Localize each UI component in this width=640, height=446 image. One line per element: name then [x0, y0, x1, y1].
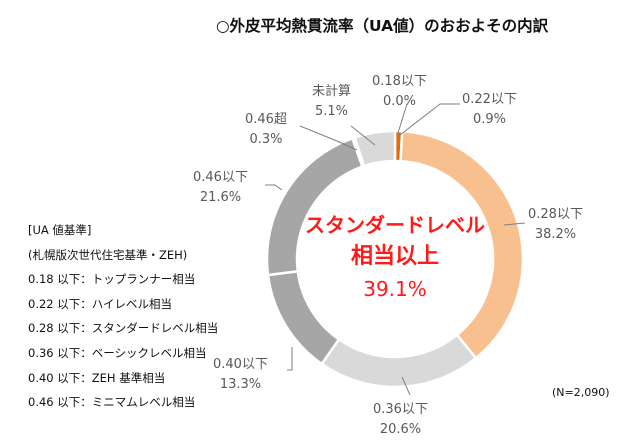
- label-uncalculated: 未計算 5.1%: [312, 84, 352, 119]
- center-line-3: 39.1%: [363, 277, 427, 301]
- slice-3: [319, 333, 478, 389]
- leader-line-046over: [299, 125, 358, 151]
- leader-line-018: [397, 103, 408, 134]
- legend-item: 0.40 以下：ZEH 基準相当: [28, 370, 166, 385]
- legend-item: 0.46 以下：ミニマムレベル相当: [28, 395, 196, 410]
- legend-item: 0.28 以下：スタンダードレベル相当: [28, 321, 219, 336]
- label-0-22: 0.22以下 0.9%: [462, 92, 517, 127]
- legend-item: 0.36 以下：ベーシックレベル相当: [28, 345, 207, 360]
- center-line-1: スタンダードレベル: [305, 213, 485, 237]
- leader-line-028: [503, 222, 526, 226]
- center-line-2: 相当以上: [350, 244, 439, 269]
- legend-item: 0.22 以下：ハイレベル相当: [28, 296, 173, 311]
- label-0-46: 0.46以下 21.6%: [193, 170, 248, 205]
- leader-line-022: [399, 103, 460, 136]
- legend-title: [UA 値基準]: [28, 223, 92, 237]
- label-0-18: 0.18以下 0.0%: [372, 74, 427, 109]
- label-0-28: 0.28以下 38.2%: [528, 207, 583, 242]
- chart-title: ○外皮平均熱貫流率（UA値）のおおよその内訳: [216, 17, 549, 35]
- criteria-legend: [UA 値基準] (札幌版次世代住宅基準・ZEH) 0.18 以下：トップランナ…: [28, 218, 218, 415]
- leader-line-046: [265, 184, 283, 191]
- legend-subtitle: (札幌版次世代住宅基準・ZEH): [28, 247, 188, 262]
- sample-size-note: (N=2,090): [552, 386, 610, 399]
- leader-line-036: [401, 376, 411, 396]
- legend-item: 0.18 以下：トップランナー相当: [28, 272, 196, 287]
- leader-line-uncalc: [350, 125, 376, 146]
- label-0-36: 0.36以下 20.6%: [373, 402, 428, 437]
- leader-lines: [265, 103, 526, 396]
- label-0-40: 0.40以下 13.3%: [213, 357, 268, 392]
- slice-7: [353, 129, 397, 168]
- center-callout: スタンダードレベル 相当以上 39.1%: [295, 210, 495, 304]
- leader-line-040: [287, 347, 293, 371]
- label-0-46-over: 0.46超 0.3%: [245, 112, 287, 147]
